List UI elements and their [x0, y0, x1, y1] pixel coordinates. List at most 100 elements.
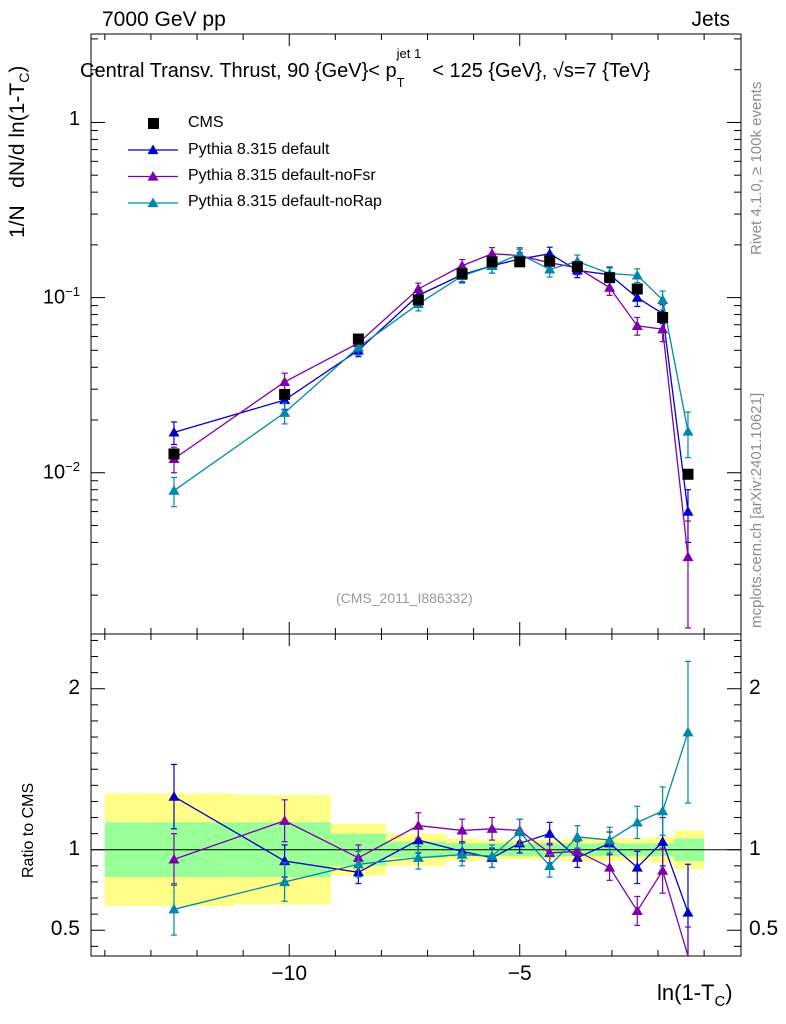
legend — [128, 118, 178, 208]
data-point — [657, 323, 669, 334]
cms-point — [514, 256, 526, 268]
cms-point — [657, 311, 669, 323]
ratio-point — [456, 824, 468, 835]
data-point — [631, 269, 643, 280]
ratio-point — [657, 865, 669, 875]
title-suffix: < 125 {GeV}, √s=7 {TeV} — [426, 60, 651, 82]
cms-point — [279, 388, 291, 400]
data-point — [352, 341, 364, 352]
cms-point — [412, 294, 424, 306]
analysis-tag: (CMS_2011_I886332) — [336, 590, 473, 606]
title-superscript: jet 1 — [396, 46, 422, 61]
data-point — [168, 485, 180, 495]
legend-marker-noRap — [147, 197, 159, 208]
legend-label-cms: CMS — [188, 114, 224, 131]
mcplots-label: mcplots.cern.ch [arXiv:2401.10621] — [748, 392, 765, 628]
ratio-point — [456, 849, 468, 859]
data-point — [514, 248, 526, 259]
data-point — [486, 248, 498, 258]
ratio-plot-frame — [90, 633, 742, 957]
legend-marker-noFsr — [147, 171, 159, 181]
cms-point — [486, 256, 498, 268]
legend-marker-cms — [148, 118, 159, 129]
ratio-point — [657, 805, 669, 816]
cms-point — [456, 268, 468, 280]
y-tick-label: 1 — [68, 108, 80, 131]
ratio-point — [631, 816, 643, 827]
header-right: Jets — [691, 8, 730, 31]
series-noRap — [168, 246, 694, 508]
legend-label-nofsr: Pythia 8.315 default-noFsr — [188, 167, 376, 184]
ratio-point — [486, 823, 498, 833]
y-tick-label: 10−2 — [42, 458, 80, 484]
legend-label-norap: Pythia 8.315 default-noRap — [188, 193, 382, 210]
legend-marker-default — [147, 144, 159, 155]
ratio-frame — [90, 633, 742, 957]
y-axis-label: 1/N dN/d ln(1-TC) — [6, 65, 32, 238]
series-cms — [168, 255, 694, 480]
series-line — [173, 253, 689, 558]
ratio-point — [544, 860, 556, 870]
series-layer — [128, 118, 694, 957]
data-point — [682, 506, 694, 516]
ratio-y-axis-label: Ratio to CMS — [20, 782, 37, 878]
legend-label-default: Pythia 8.315 default — [188, 141, 330, 158]
header-left: 7000 GeV pp — [102, 8, 226, 31]
data-point — [682, 551, 694, 562]
x-axis-label: ln(1-TC) — [657, 980, 733, 1010]
ratio-point — [412, 852, 424, 862]
data-point — [657, 294, 669, 305]
ratio-tick-label-right: 2 — [749, 675, 761, 699]
ratio-tick-label: 0.5 — [50, 917, 80, 941]
plot-title: Central Transv. Thrust, 90 {GeV}< p jet 1… — [80, 46, 651, 90]
ratio-point — [168, 791, 180, 801]
data-point — [279, 407, 291, 417]
y-tick-label: 10−1 — [42, 283, 80, 309]
series-line — [173, 253, 689, 512]
data-point — [412, 283, 424, 294]
ratio-tick-label-right: 0.5 — [749, 917, 779, 941]
data-point — [631, 320, 643, 330]
cms-point — [631, 283, 643, 295]
data-point — [168, 426, 180, 437]
data-point — [456, 260, 468, 270]
ratio-point — [571, 831, 583, 841]
x-tick-label: −10 — [271, 962, 308, 985]
data-point — [544, 263, 556, 274]
ratio-tick-label: 1 — [68, 836, 80, 860]
ratio-point — [168, 903, 180, 914]
ratio-point — [279, 815, 291, 825]
ratio-point — [631, 905, 643, 916]
ratio-point — [631, 861, 643, 872]
ratio-point — [412, 820, 424, 830]
ratio-point — [604, 834, 616, 845]
ratio-series-noRap — [168, 660, 694, 936]
ratio-point — [279, 876, 291, 887]
series-noFsr — [168, 246, 694, 629]
cms-point — [544, 255, 556, 267]
ratio-tick-label: 2 — [68, 675, 80, 699]
rivet-label: Rivet 4.1.0, ≥ 100k events — [748, 81, 765, 255]
cms-point — [571, 261, 583, 273]
data-point — [631, 292, 643, 302]
title-prefix: Central Transv. Thrust, 90 {GeV}< p — [80, 60, 397, 82]
data-point — [604, 282, 616, 292]
data-point — [279, 376, 291, 387]
ratio-point — [168, 853, 180, 864]
ratio-point — [571, 845, 583, 856]
cms-point — [682, 468, 694, 480]
main-plot-frame — [90, 33, 742, 956]
ratio-tick-label-right: 1 — [749, 836, 761, 860]
ratio-point — [682, 726, 694, 737]
ratio-point — [486, 850, 498, 861]
cms-point — [168, 448, 180, 460]
ratio-point — [657, 836, 669, 846]
ratio-point — [514, 826, 526, 837]
ratio-point — [682, 907, 694, 917]
cms-point — [604, 272, 616, 284]
ratio-point — [544, 828, 556, 838]
cms-point — [352, 333, 364, 345]
ratio-point — [604, 861, 616, 872]
ratio-point — [352, 858, 364, 869]
